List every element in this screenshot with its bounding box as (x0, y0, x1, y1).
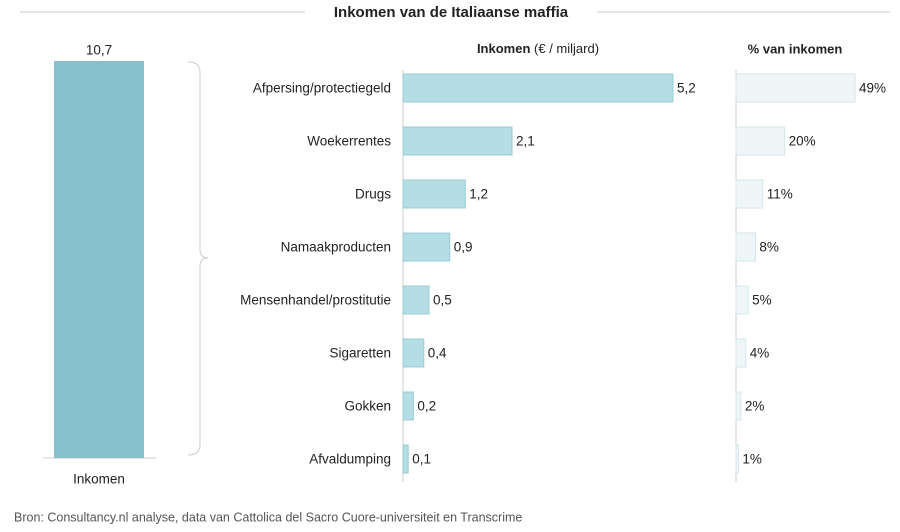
category-label: Gokken (344, 399, 391, 414)
bar (735, 444, 739, 474)
value-label: 5,2 (677, 81, 696, 96)
bar (402, 285, 430, 315)
bar (402, 73, 674, 103)
category-label: Afvaldumping (309, 452, 391, 467)
bar (735, 179, 764, 209)
bar (735, 73, 856, 103)
bracket (187, 61, 209, 456)
bar (735, 338, 747, 368)
value-label: 0,4 (428, 346, 447, 361)
value-label: 20% (789, 134, 816, 149)
bar (735, 285, 749, 315)
value-label: 0,9 (454, 240, 473, 255)
value-label: 1,2 (469, 187, 488, 202)
value-label: 0,2 (417, 399, 436, 414)
header-bold: Inkomen (477, 41, 531, 56)
column-header: Inkomen (€ / miljard) (477, 41, 599, 56)
value-label: 10,7 (86, 43, 112, 58)
header-unit: (€ / miljard) (534, 41, 599, 56)
bar (402, 232, 451, 262)
category-label: Mensenhandel/prostitutie (240, 293, 391, 308)
bar (402, 338, 425, 368)
bar (735, 126, 786, 156)
value-label: 2% (745, 399, 765, 414)
bar (735, 232, 756, 262)
category-label: Sigaretten (329, 346, 391, 361)
value-label: 0,5 (433, 293, 452, 308)
category-label: Drugs (355, 187, 391, 202)
value-label: 1% (742, 452, 762, 467)
value-label: 0,1 (412, 452, 431, 467)
bar (402, 444, 409, 474)
title: Inkomen van de Italiaanse maffia (334, 4, 569, 21)
value-label: 4% (750, 346, 770, 361)
value-label: 11% (767, 187, 793, 202)
bar (402, 179, 466, 209)
value-label: 49% (859, 81, 886, 96)
column-header: % van inkomen (748, 41, 843, 56)
value-label: 2,1 (516, 134, 535, 149)
category-label: Inkomen (73, 472, 125, 487)
value-label: 5% (752, 293, 772, 308)
category-label: Woekerrentes (307, 134, 391, 149)
bar (402, 126, 513, 156)
bar (54, 61, 144, 458)
category-label: Namaakproducten (281, 240, 391, 255)
value-label: 8% (759, 240, 779, 255)
bar (735, 391, 742, 421)
bar (402, 391, 414, 421)
category-label: Afpersing/protectiegeld (253, 81, 391, 96)
source: Bron: Consultancy.nl analyse, data van C… (14, 510, 522, 524)
